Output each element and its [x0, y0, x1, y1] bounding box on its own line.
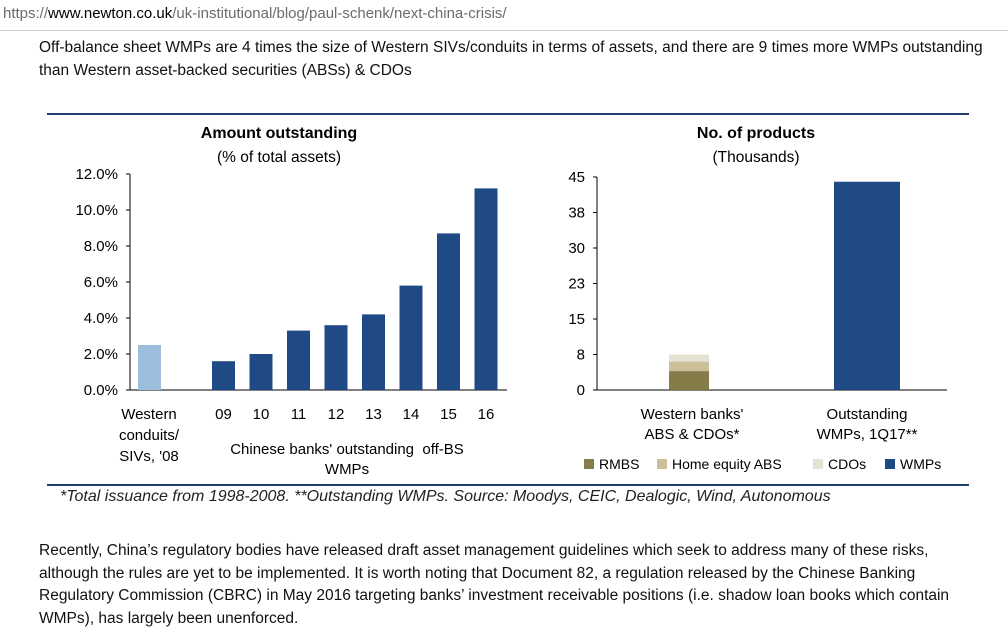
left-y-tick-label: 6.0%: [84, 274, 118, 291]
right-chart: 0 8 15 23 30 38 45 Western banks' ABS & CDOs* Out…: [568, 169, 947, 472]
left-chart-title: Amount outstanding: [201, 125, 357, 142]
article-body: Recently, China’s regulatory bodies have…: [39, 542, 950, 627]
left-x-label-western: SIVs, '08: [119, 448, 179, 465]
left-x-tick-label: 12: [328, 406, 345, 423]
bar-western-conduits: [138, 345, 161, 390]
left-group-label: WMPs: [325, 461, 369, 478]
left-x-tick-label: 15: [440, 406, 457, 423]
right-x-tick-label: Western banks': [641, 406, 744, 423]
url-scheme: https://: [3, 5, 49, 22]
charts-svg: Amount outstanding (% of total assets) N…: [47, 113, 969, 486]
legend-label: Home equity ABS: [672, 456, 782, 472]
bar-cdos-0: [669, 354, 709, 362]
right-y-tick-label: 23: [568, 276, 585, 293]
legend-swatch-wmps: [885, 459, 895, 469]
bar-chinese-wmp-10: [249, 354, 273, 390]
bar-wmps-1: [834, 181, 900, 390]
left-group-label: Chinese banks' outstanding off-BS: [230, 441, 464, 458]
bar-chinese-wmp-09: [212, 361, 235, 390]
left-x-tick-label: 11: [291, 406, 307, 423]
legend-swatch-rmbs: [584, 459, 594, 469]
legend-swatch-cdos: [813, 459, 823, 469]
right-y-tick-label: 8: [577, 347, 585, 364]
right-x-tick-label: Outstanding: [827, 406, 908, 423]
bar-chinese-wmp-14: [399, 285, 423, 390]
bar-home-equity-abs-0: [669, 361, 709, 372]
legend-label: WMPs: [900, 456, 941, 472]
right-y-tick-label: 45: [568, 169, 585, 186]
url-path: /uk-institutional/blog/paul-schenk/next-…: [172, 5, 507, 22]
left-y-tick-label: 2.0%: [84, 346, 118, 363]
url-host: www.newton.co.uk: [48, 5, 173, 22]
left-y-tick-label: 4.0%: [84, 310, 118, 327]
left-x-label-western: conduits/: [119, 427, 180, 444]
right-x-tick-label: WMPs, 1Q17**: [817, 426, 918, 443]
right-chart-title: No. of products: [697, 125, 815, 142]
right-y-tick-label: 38: [568, 205, 585, 222]
right-x-tick-label: ABS & CDOs*: [644, 426, 739, 443]
left-x-tick-label: 16: [478, 406, 495, 423]
legend-label: RMBS: [599, 456, 639, 472]
left-chart: 0.0% 2.0% 4.0% 6.0% 8.0% 10.0% 12.0% Western con…: [75, 166, 507, 478]
right-y-tick-label: 15: [568, 311, 585, 328]
left-x-tick-label: 09: [215, 406, 232, 423]
left-x-tick-label: 13: [365, 406, 382, 423]
article-intro: Off-balance sheet WMPs are 4 times the s…: [39, 39, 983, 79]
left-y-tick-label: 8.0%: [84, 238, 118, 255]
bar-rmbs-0: [669, 371, 709, 390]
left-x-label-western: Western: [121, 406, 177, 423]
legend-swatch-home-equity-abs: [657, 459, 667, 469]
right-chart-subtitle: (Thousands): [712, 149, 799, 166]
left-chart-subtitle: (% of total assets): [217, 149, 341, 166]
left-x-tick-label: 10: [253, 406, 270, 423]
bar-chinese-wmp-16: [474, 188, 498, 390]
bar-chinese-wmp-15: [437, 233, 460, 390]
left-y-tick-label: 12.0%: [75, 166, 118, 183]
left-y-tick-label: 0.0%: [84, 382, 118, 399]
bar-chinese-wmp-13: [362, 314, 385, 390]
legend-label: CDOs: [828, 456, 866, 472]
figure-footnote: *Total issuance from 1998-2008. **Outsta…: [60, 488, 831, 505]
bar-chinese-wmp-11: [287, 330, 310, 390]
right-y-tick-label: 0: [577, 382, 585, 399]
bar-chinese-wmp-12: [324, 325, 348, 390]
address-bar[interactable]: https://www.newton.co.uk/uk-institutiona…: [0, 0, 1008, 31]
right-y-tick-label: 30: [568, 240, 585, 257]
left-y-tick-label: 10.0%: [75, 202, 118, 219]
figure-charts: Amount outstanding (% of total assets) N…: [47, 113, 969, 513]
left-x-tick-label: 14: [403, 406, 420, 423]
